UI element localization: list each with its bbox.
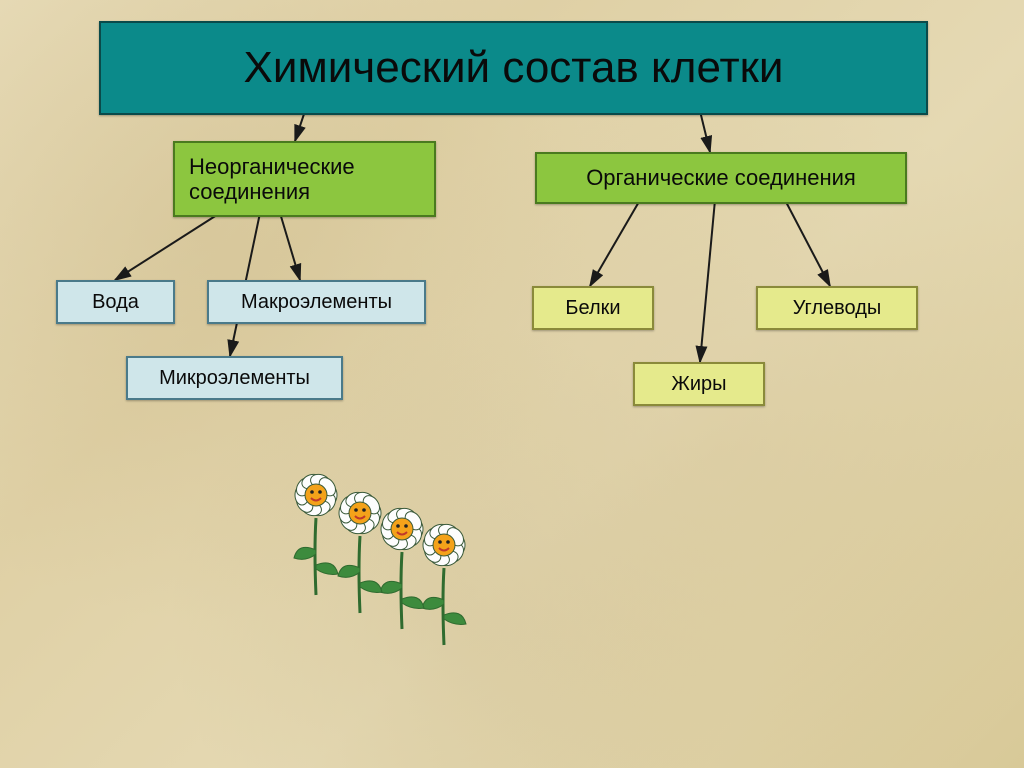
node-label: Микроэлементы [159,367,310,390]
node-label: Углеводы [793,297,882,320]
flower-icon [286,470,346,605]
node-inorganic: Неорганические соединения [173,141,436,217]
node-label: Неорганические соединения [189,154,355,205]
node-water: Вода [56,280,175,324]
title-box: Химический состав клетки [99,21,928,115]
node-micro: Микроэлементы [126,356,343,400]
node-proteins: Белки [532,286,654,330]
node-label: Жиры [671,373,726,396]
node-label: Органические соединения [586,165,856,190]
diagram-canvas: Химический состав клетки Неорганические … [0,0,1024,768]
node-fats: Жиры [633,362,765,406]
node-carbs: Углеводы [756,286,918,330]
title-text: Химический состав клетки [244,43,784,94]
node-label: Белки [565,297,620,320]
node-organic: Органические соединения [535,152,907,204]
node-label: Макроэлементы [241,291,392,314]
node-macro: Макроэлементы [207,280,426,324]
node-label: Вода [92,291,139,314]
